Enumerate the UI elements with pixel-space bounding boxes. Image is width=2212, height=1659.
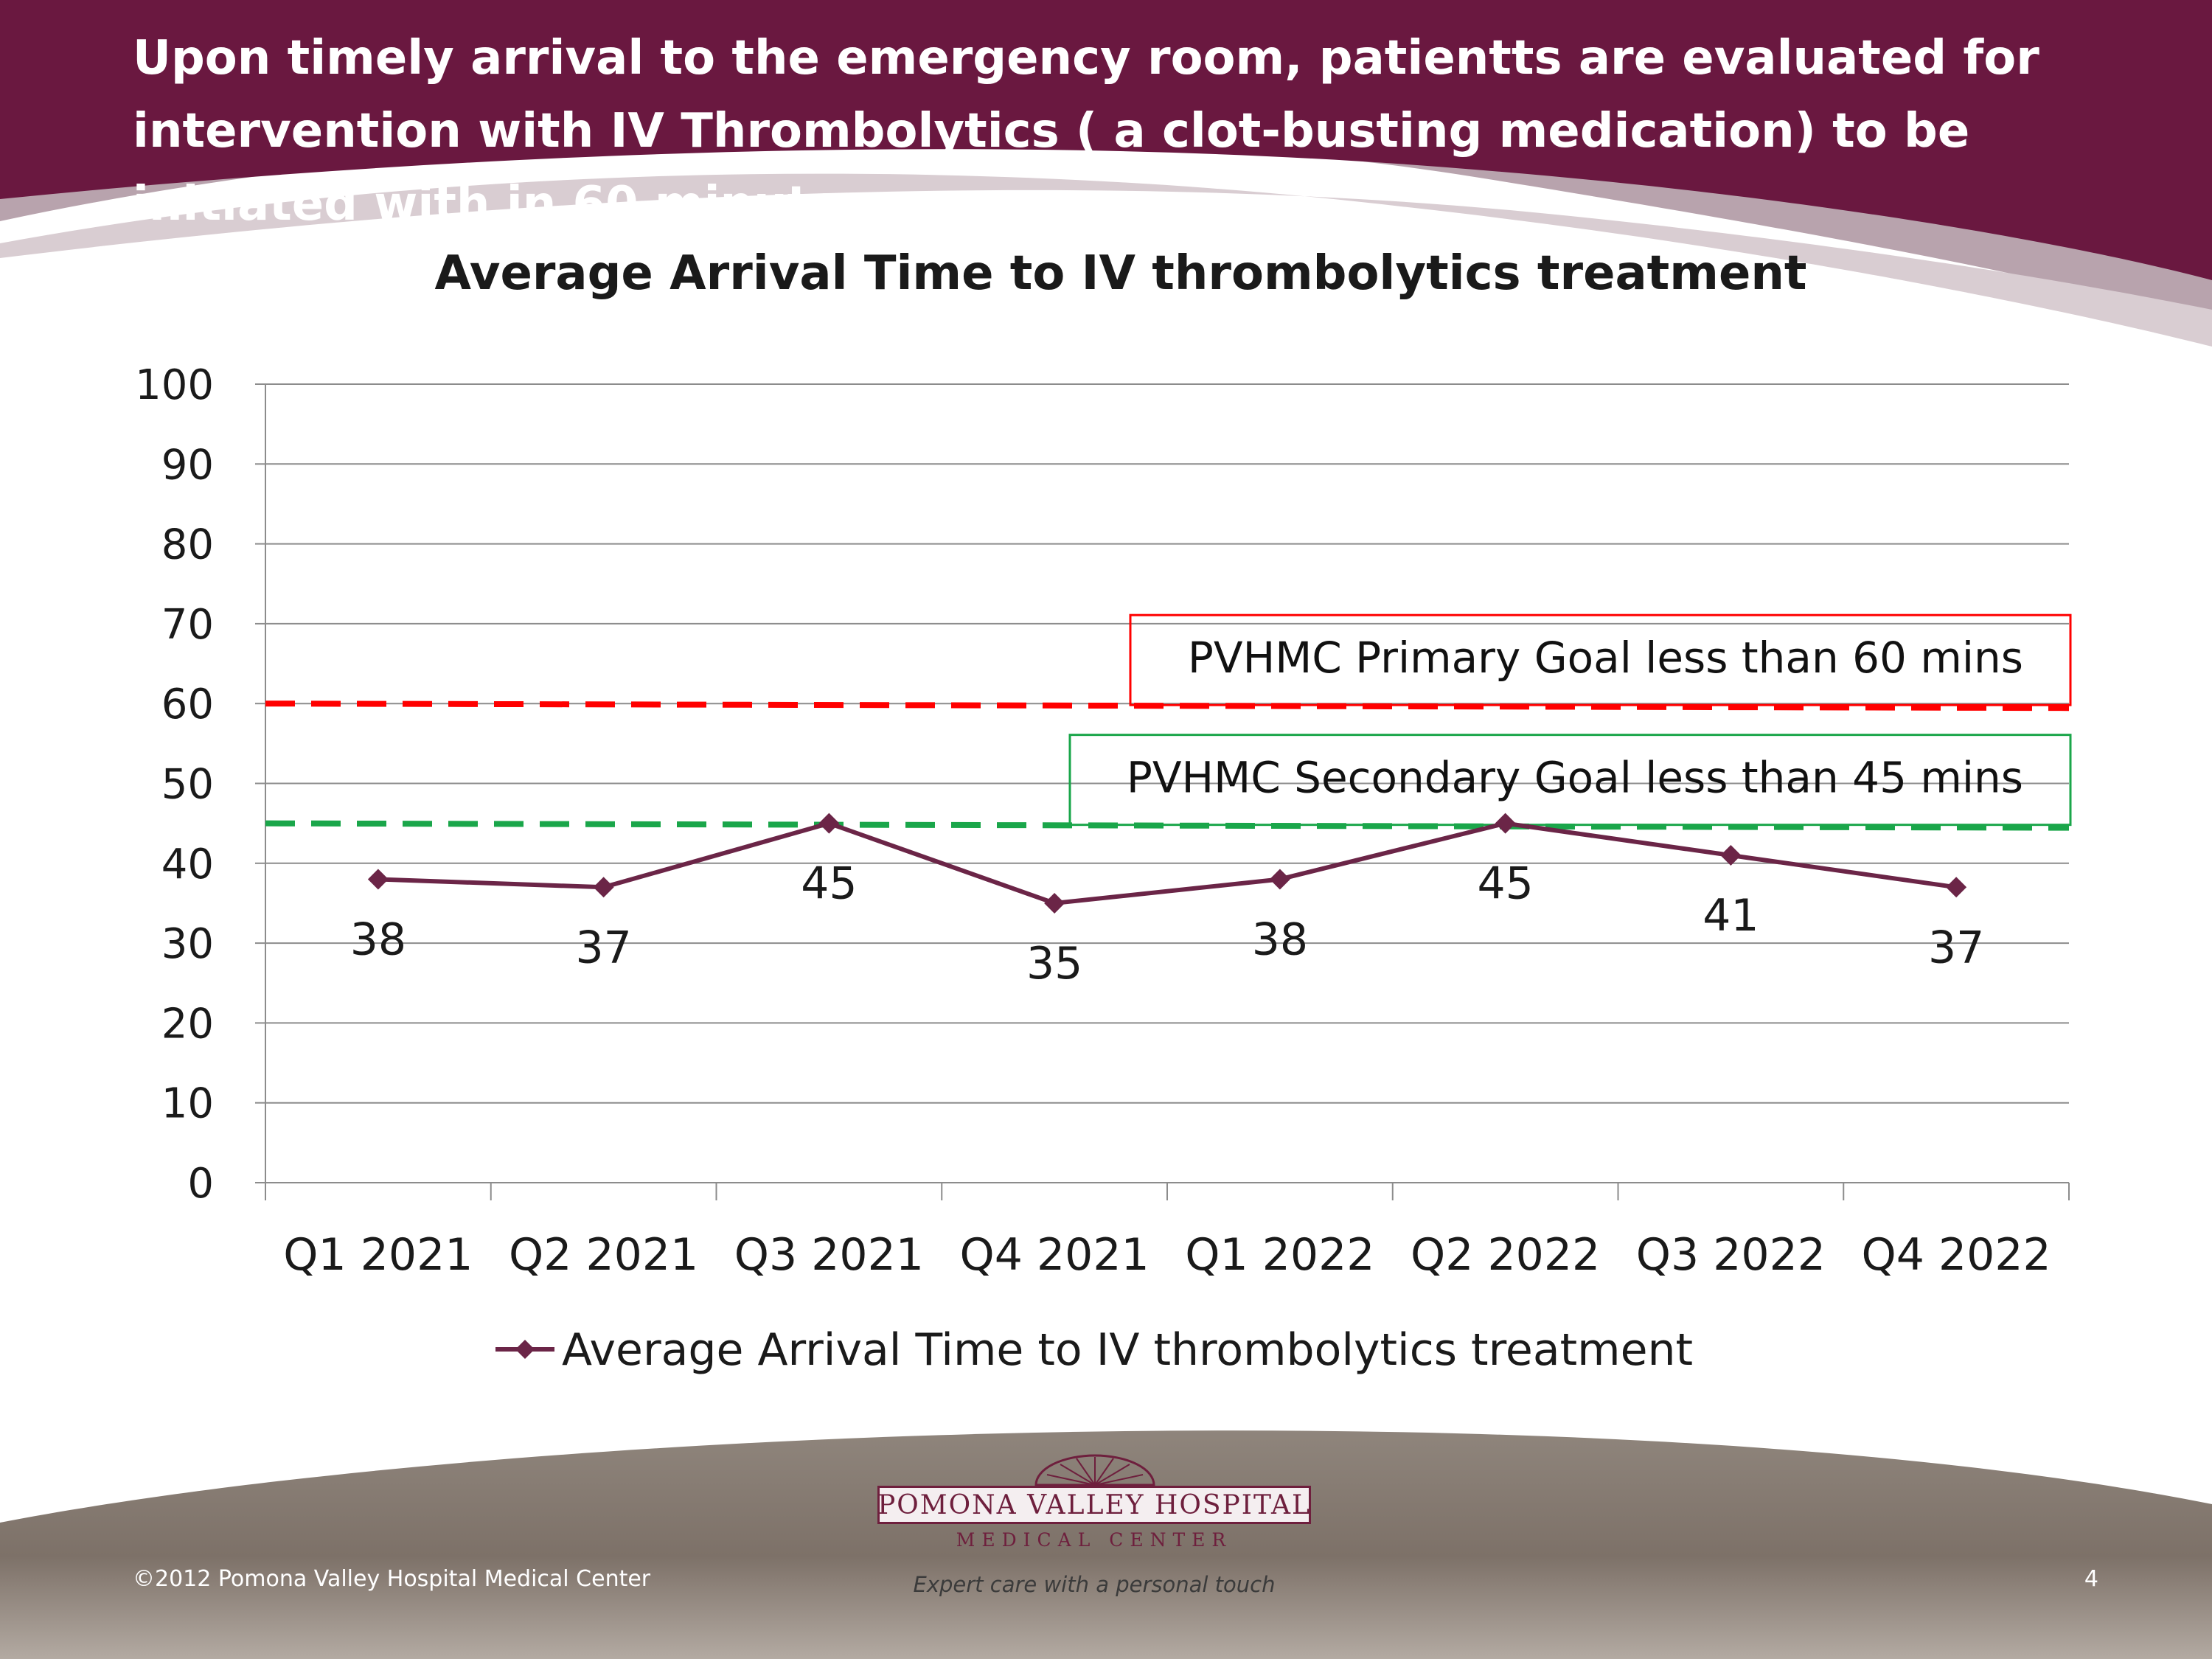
reference-label: PVHMC Secondary Goal less than 45 mins — [1127, 753, 2023, 803]
data-label: 37 — [1928, 922, 1984, 973]
logo: POMONA VALLEY HOSPITAL — [877, 1486, 1311, 1524]
series-group: 38 37 45 35 38 45 41 37 — [350, 813, 1984, 990]
y-tick-label: 0 — [187, 1160, 214, 1208]
legend-label: Average Arrival Time to IV thrombolytics… — [562, 1324, 1693, 1376]
x-tick-label: Q3 2021 — [734, 1229, 924, 1281]
x-axis: Q1 2021 Q2 2021 Q3 2021 Q4 2021 Q1 2022 Q2 20… — [265, 1182, 2070, 1281]
data-point — [367, 869, 389, 890]
data-point — [1269, 869, 1290, 890]
slide-heading: Upon timely arrival to the emergency roo… — [133, 31, 2039, 232]
data-label: 45 — [1477, 858, 1533, 910]
data-label: 37 — [575, 922, 631, 973]
x-tick-label: Q2 2021 — [509, 1229, 698, 1281]
data-label: 38 — [350, 914, 406, 965]
logo-tagline: Expert care with a personal touch — [913, 1572, 1276, 1597]
y-tick-label: 20 — [161, 1000, 214, 1048]
y-tick-label: 30 — [161, 920, 214, 968]
legend: Average Arrival Time to IV thrombolytics… — [495, 1324, 1693, 1376]
data-point — [1044, 892, 1065, 914]
y-axis: 0 10 20 30 40 50 60 70 80 90 100 — [135, 361, 266, 1208]
series-line — [378, 821, 1957, 905]
y-tick-label: 10 — [161, 1080, 214, 1128]
data-label: 45 — [801, 858, 857, 910]
logo-subtitle: MEDICAL CENTER — [956, 1529, 1233, 1551]
data-label: 35 — [1026, 938, 1082, 990]
reference-label-box — [1129, 613, 2072, 706]
grid-lines — [265, 383, 2069, 1104]
reference-lines: PVHMC Primary Goal less than 60 mins PVHM… — [265, 613, 2072, 831]
reference-line — [265, 700, 2070, 712]
sunburst-icon — [1034, 1454, 1155, 1486]
reference-label: PVHMC Primary Goal less than 60 mins — [1188, 633, 2023, 683]
y-tick-label: 70 — [161, 601, 214, 649]
y-tick-label: 50 — [161, 761, 214, 809]
data-point — [1495, 813, 1516, 834]
logo-name: POMONA VALLEY HOSPITAL — [877, 1489, 1311, 1520]
reference-line — [265, 820, 2070, 831]
data-point — [593, 877, 614, 898]
y-tick-label: 100 — [135, 361, 214, 409]
page-number: 4 — [2084, 1566, 2098, 1592]
y-tick-label: 90 — [161, 441, 214, 489]
data-point — [1720, 844, 1742, 866]
x-tick-label: Q4 2022 — [1862, 1229, 2051, 1281]
data-label: 38 — [1252, 914, 1308, 965]
x-tick-label: Q3 2022 — [1636, 1229, 1826, 1281]
data-point — [818, 813, 840, 834]
header-band — [0, 0, 2212, 280]
x-tick-label: Q2 2022 — [1411, 1229, 1600, 1281]
x-tick-label: Q1 2022 — [1185, 1229, 1374, 1281]
chart-title: Average Arrival Time to IV thrombolytics… — [434, 246, 1806, 301]
y-tick-label: 80 — [161, 521, 214, 569]
footer-copyright: ©2012 Pomona Valley Hospital Medical Cen… — [133, 1566, 651, 1592]
x-tick-label: Q1 2021 — [283, 1229, 473, 1281]
legend-marker — [515, 1340, 535, 1359]
reference-label-box — [1068, 734, 2072, 827]
data-label: 41 — [1703, 890, 1759, 942]
x-tick-label: Q4 2021 — [960, 1229, 1150, 1281]
data-point — [1946, 877, 1967, 898]
y-tick-label: 60 — [161, 681, 214, 728]
y-tick-label: 40 — [161, 841, 214, 888]
footer-band — [0, 1430, 2212, 1659]
